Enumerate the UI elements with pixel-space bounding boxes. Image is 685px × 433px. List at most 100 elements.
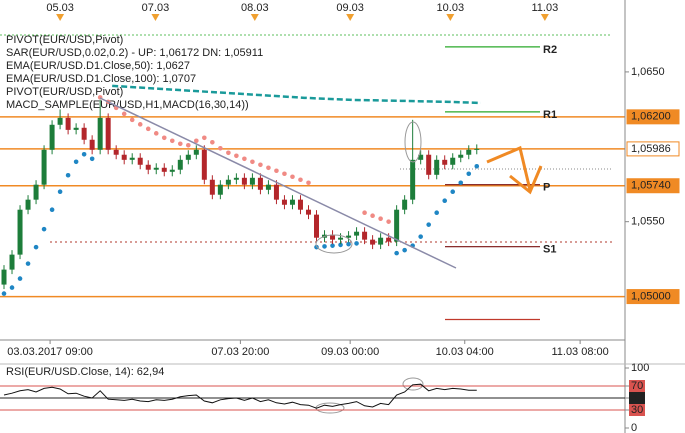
candle-body	[378, 237, 384, 245]
trend-line	[99, 97, 457, 269]
pivot-label: S1	[543, 244, 556, 256]
y-tick-label: 1,0550	[631, 216, 665, 228]
candle-body	[41, 149, 47, 185]
candle-body	[265, 184, 271, 190]
candle-body	[305, 209, 311, 215]
candle-body	[241, 177, 247, 185]
ema-line	[112, 84, 481, 105]
sar-dot	[474, 163, 480, 169]
sar-dot	[370, 213, 375, 218]
rsi-tick-label: 100	[631, 362, 649, 374]
candle-body	[394, 209, 400, 242]
sar-dot	[234, 153, 239, 159]
level-label: 1,05000	[631, 290, 671, 302]
candle-body	[209, 179, 215, 195]
level-label: 1,05740	[631, 180, 671, 192]
sar-dot	[258, 162, 263, 168]
forecast-arrow-head	[509, 165, 543, 195]
candle-body	[338, 237, 344, 240]
sar-dot	[378, 216, 383, 221]
pivot-label: P	[543, 182, 550, 194]
sar-dot	[1, 291, 7, 296]
sar-dot	[186, 142, 191, 148]
date-marker	[56, 14, 65, 21]
sar-dot	[458, 180, 464, 186]
sar-dot	[25, 261, 31, 266]
candle-body	[402, 199, 408, 210]
level-label: 1,06200	[631, 111, 671, 123]
sar-dot	[49, 207, 55, 213]
sar-dot	[129, 117, 135, 123]
candle-body	[354, 231, 360, 236]
candle-body	[370, 239, 376, 245]
candle-body	[426, 154, 432, 175]
sar-dot	[9, 285, 15, 290]
sar-dot	[177, 141, 183, 147]
legend-text: EMA(EUR/USD.D1.Close,50): 1,0627	[6, 60, 190, 72]
candle-body	[145, 164, 151, 170]
highlight-ellipse	[402, 377, 424, 391]
date-marker	[540, 14, 549, 21]
candle-body	[97, 117, 103, 150]
sar-dot	[194, 138, 199, 144]
candle-body	[193, 149, 199, 155]
sar-dot	[153, 131, 159, 136]
rsi-label-box	[629, 404, 645, 416]
sar-dot	[41, 226, 47, 232]
candle-body	[418, 154, 424, 160]
candle-body	[105, 117, 111, 150]
candle-body	[1, 269, 7, 285]
sar-dot	[89, 156, 95, 162]
sar-dot	[386, 219, 391, 224]
sar-dot	[450, 189, 456, 195]
candle-body	[314, 214, 320, 238]
level-label-box	[626, 178, 680, 194]
sar-dot	[169, 138, 175, 144]
candle-body	[49, 124, 55, 150]
candle-body	[289, 199, 295, 205]
candle-body	[153, 167, 159, 170]
pivot-label: R1	[543, 109, 557, 121]
level-label-box	[626, 289, 680, 305]
legend-text: PIVOT(EUR/USD,Pivot)	[6, 86, 123, 98]
legend-text: PIVOT(EUR/USD,Pivot)	[6, 34, 123, 46]
legend-text: EMA(EUR/USD.D1.Close,100): 1,0707	[6, 73, 196, 85]
rsi-label-box	[629, 380, 645, 392]
pivot-label: R2	[543, 44, 557, 56]
rsi-line	[3, 383, 477, 409]
sar-dot	[394, 250, 399, 256]
candle-body	[65, 117, 71, 130]
candle-body	[281, 199, 287, 205]
sar-dot	[466, 171, 472, 177]
sar-dot	[161, 135, 167, 141]
candle-body	[89, 139, 95, 150]
sar-dot	[250, 159, 255, 165]
candle-body	[273, 184, 279, 200]
candle-body	[386, 237, 392, 242]
legend-text: MACD_SAMPLE(EUR/USD,H1,MACD(16,30,14))	[6, 99, 249, 111]
sar-dot	[210, 140, 215, 145]
sar-dot	[65, 172, 71, 178]
sar-dot	[346, 241, 351, 247]
candle-body	[9, 254, 15, 270]
level-label-box	[626, 109, 680, 125]
candle-body	[137, 157, 143, 165]
candle-body	[33, 184, 39, 200]
x-tick-label: 03.03.2017 09:00	[7, 346, 93, 358]
date-marker	[346, 14, 355, 21]
candle-body	[113, 149, 119, 155]
candle-body	[161, 167, 167, 172]
rsi-tick-label: 30	[631, 404, 643, 416]
sar-dot	[274, 168, 279, 174]
candle-body	[57, 117, 63, 125]
candle-body	[81, 127, 87, 140]
top-date-label: 11.03	[532, 2, 559, 14]
legend-text: SAR(EUR/USD,0.02,0.2) - UP: 1,06172 DN: …	[6, 47, 263, 59]
forecast-arrow	[486, 145, 532, 191]
candle-body	[257, 177, 263, 190]
highlight-ellipse	[315, 234, 353, 254]
sar-dot	[226, 150, 231, 156]
candle-body	[177, 159, 183, 170]
